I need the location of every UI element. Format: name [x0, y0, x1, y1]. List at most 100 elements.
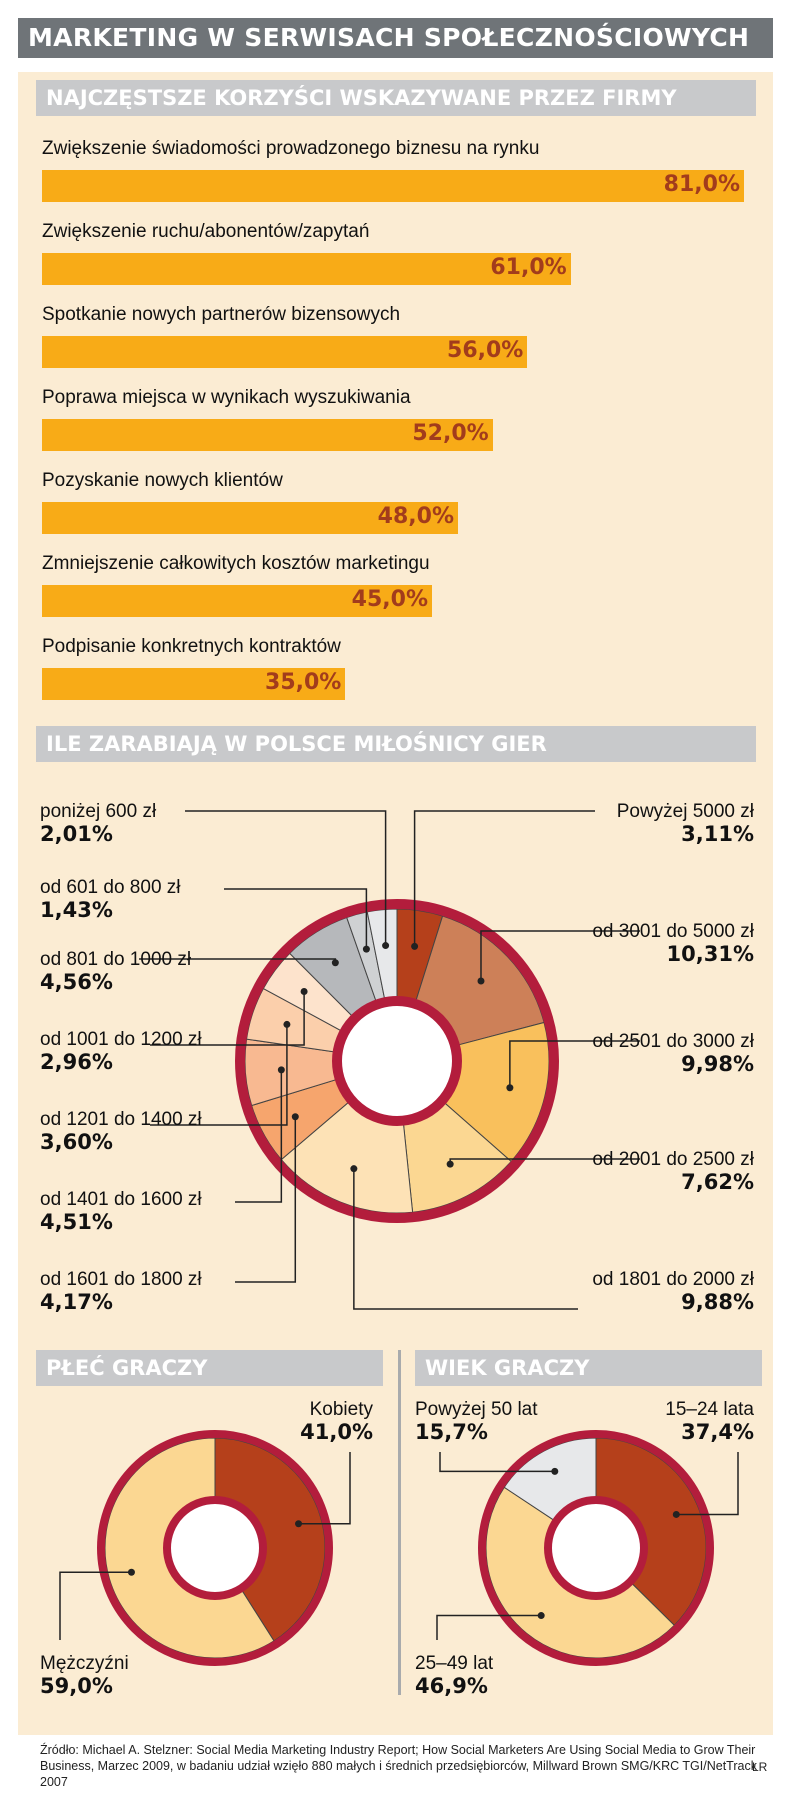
slice-name: Powyżej 50 lat: [415, 1399, 538, 1420]
bar-value-label: 52,0%: [412, 421, 489, 446]
slice-label: Powyżej 50 lat 15,7%: [415, 1398, 538, 1444]
slice-value: 10,31%: [666, 942, 754, 966]
slice-value: 4,17%: [40, 1290, 113, 1314]
slice-name: od 1001 do 1200 zł: [40, 1029, 202, 1050]
donut-hole: [544, 1496, 648, 1600]
slice-name: 25–49 lat: [415, 1653, 494, 1674]
leader-line: [59, 1571, 132, 1640]
bar: [42, 668, 346, 700]
slice-value: 9,98%: [681, 1052, 754, 1076]
donut-outer-ring: [97, 1430, 333, 1666]
bar-label: Spotkanie nowych partnerów bizensowych: [42, 304, 401, 325]
donut-outer-ring: [478, 1430, 714, 1666]
leader-dot: [283, 1020, 291, 1028]
slice-value: 2,01%: [40, 822, 113, 846]
slice-label: od 1201 do 1400 zł 3,60%: [40, 1108, 202, 1154]
leader-line: [436, 1614, 542, 1640]
slice-name: od 2501 do 3000 zł: [592, 1031, 754, 1052]
leader-dot: [477, 977, 485, 985]
leader-line: [676, 1452, 739, 1516]
slice-value: 4,56%: [40, 970, 113, 994]
slice-label: od 601 do 800 zł 1,43%: [40, 876, 181, 922]
slice-name: 15–24 lata: [665, 1399, 754, 1420]
slice-name: Mężczyźni: [40, 1653, 129, 1674]
slice-value: 3,60%: [40, 1130, 113, 1154]
leader-line: [235, 1116, 297, 1283]
bar: [42, 585, 432, 617]
main-title: MARKETING W SERWISACH SPOŁECZNOŚCIOWYCH: [18, 18, 773, 58]
bar: [42, 253, 571, 285]
slice-name: poniżej 600 zł: [40, 801, 157, 822]
bar-label: Zwiększenie świadomości prowadzonego biz…: [42, 138, 540, 159]
leader-line: [185, 810, 387, 946]
donut-hole: [332, 996, 462, 1126]
slice-value: 9,88%: [681, 1290, 754, 1314]
slice-label: poniżej 600 zł 2,01%: [40, 800, 156, 846]
leader-dot: [537, 1612, 545, 1620]
slice-value: 4,51%: [40, 1210, 113, 1234]
age-section-title: WIEK GRACZY: [415, 1350, 762, 1386]
bar-value-label: 45,0%: [351, 587, 428, 612]
leader-dot: [411, 942, 419, 950]
bar-label: Poprawa miejsca w wynikach wyszukiwania: [42, 387, 411, 408]
donut-outer-ring: [235, 899, 559, 1223]
column-divider: [398, 1350, 401, 1695]
bar: [42, 170, 744, 202]
bar-value-label: 56,0%: [447, 338, 524, 363]
bar-label: Pozyskanie nowych klientów: [42, 470, 283, 491]
leader-dot: [551, 1467, 559, 1475]
bar-value-label: 61,0%: [490, 255, 567, 280]
slice-label: Kobiety 41,0%: [300, 1398, 373, 1444]
leader-dot: [672, 1510, 680, 1518]
bar-value-label: 48,0%: [377, 504, 454, 529]
leader-dot: [362, 945, 370, 953]
bar-value-label: 35,0%: [265, 670, 342, 695]
leader-line: [298, 1452, 351, 1525]
slice-name: od 1601 do 1800 zł: [40, 1269, 202, 1290]
slice-name: od 1801 do 2000 zł: [592, 1269, 754, 1290]
slice-value: 59,0%: [40, 1674, 113, 1698]
slice-value: 37,4%: [681, 1420, 754, 1444]
leader-dot: [291, 1113, 299, 1121]
leader-line: [439, 1452, 555, 1473]
leader-dot: [300, 988, 308, 996]
slice-label: od 1001 do 1200 zł 2,96%: [40, 1028, 202, 1074]
slice-label: od 3001 do 5000 zł 10,31%: [592, 920, 754, 966]
bar: [42, 502, 458, 534]
leader-line: [150, 991, 305, 1046]
slice-name: Kobiety: [309, 1399, 373, 1420]
slice-label: od 2501 do 3000 zł 9,98%: [592, 1030, 754, 1076]
slice-value: 1,43%: [40, 898, 113, 922]
leader-line: [150, 1024, 288, 1126]
slice-value: 2,96%: [40, 1050, 113, 1074]
leader-dot: [331, 959, 339, 967]
slice-name: od 601 do 800 zł: [40, 877, 181, 898]
leader-line: [413, 810, 595, 947]
leader-dot: [127, 1568, 135, 1576]
bar: [42, 336, 528, 368]
slice-label: od 2001 do 2500 zł 7,62%: [592, 1148, 754, 1194]
slice-label: od 1401 do 1600 zł 4,51%: [40, 1188, 202, 1234]
bar-label: Podpisanie konkretnych kontraktów: [42, 636, 341, 657]
donut-hole: [163, 1496, 267, 1600]
benefits-section-title: NAJCZĘSTSZE KORZYŚCI WSKAZYWANE PRZEZ FI…: [36, 80, 756, 116]
income-section-title: ILE ZARABIAJĄ W POLSCE MIŁOŚNICY GIER: [36, 726, 756, 762]
leader-dot: [382, 942, 390, 950]
leader-dot: [277, 1066, 285, 1074]
slice-label: Powyżej 5000 zł 3,11%: [617, 800, 754, 846]
leader-dot: [506, 1084, 514, 1092]
slice-label: 25–49 lat 46,9%: [415, 1652, 493, 1698]
bar-value-label: 81,0%: [663, 172, 740, 197]
slice-label: od 801 do 1000 zł 4,56%: [40, 948, 191, 994]
slice-name: od 1201 do 1400 zł: [40, 1109, 202, 1130]
slice-label: Mężczyźni 59,0%: [40, 1652, 129, 1698]
slice-name: od 1401 do 1600 zł: [40, 1189, 202, 1210]
slice-name: od 2001 do 2500 zł: [592, 1149, 754, 1170]
leader-line: [224, 888, 368, 950]
leader-line: [353, 1168, 578, 1310]
bar: [42, 419, 493, 451]
leader-dot: [350, 1165, 358, 1173]
